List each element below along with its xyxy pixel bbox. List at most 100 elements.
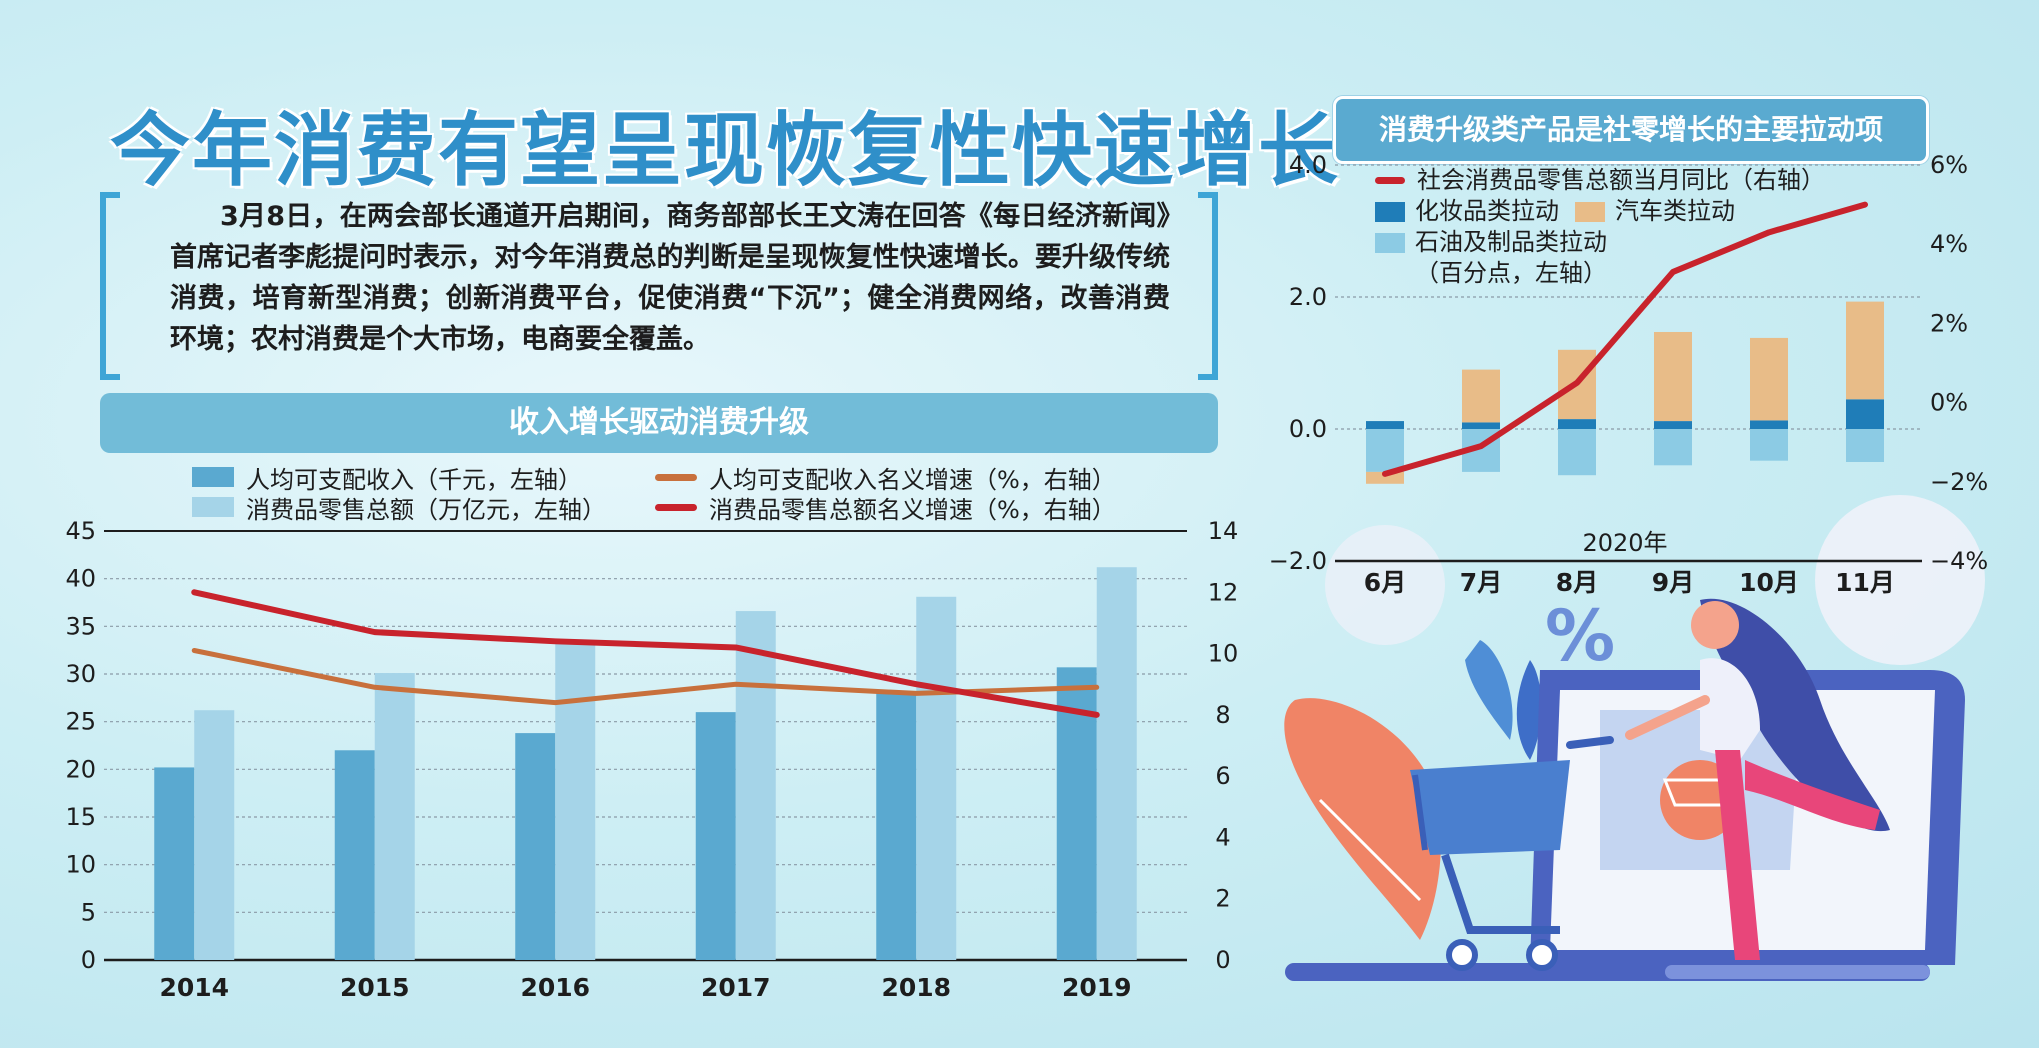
bar-retail <box>1096 567 1137 960</box>
leaf-left <box>1284 698 1441 940</box>
intro-paragraph: 3月8日，在两会部长通道开启期间，商务部部长王文涛在回答《每日经济新闻》首席记者… <box>170 201 1170 355</box>
left-axis-tick-label: 15 <box>65 803 96 831</box>
left-chart-title: 收入增长驱动消费升级 <box>100 393 1218 453</box>
right-axis-tick-label: 14 <box>1208 517 1239 545</box>
bar-oil <box>1558 429 1596 476</box>
left-legend-lines: 人均可支配收入名义增速（%，右轴） 消费品零售总额名义增速（%，右轴） <box>655 462 1116 524</box>
bar-auto <box>1750 337 1788 421</box>
right-axis-tick-label: 0% <box>1930 389 1968 417</box>
x-axis-tick-label: 6月 <box>1364 568 1406 597</box>
legend-label-oil: 石油及制品类拉动 <box>1415 228 1607 256</box>
bubble-right <box>1815 495 1985 665</box>
x-axis-tick-label: 8月 <box>1556 568 1598 597</box>
legend-item-retail: 消费品零售总额（万亿元，左轴） <box>192 492 606 524</box>
woman-head <box>1691 601 1739 649</box>
bar-oil <box>1366 429 1404 472</box>
right-chart-title: 消费升级类产品是社零增长的主要拉动项 <box>1333 96 1929 164</box>
legend-item-income: 人均可支配收入（千元，左轴） <box>192 462 606 494</box>
x-axis-tick-label: 7月 <box>1460 568 1502 597</box>
right-axis-tick-label: 2 <box>1215 885 1230 913</box>
left-axis-tick-label: 25 <box>65 708 96 736</box>
legend-swatch-yoy <box>1375 177 1405 184</box>
bar-oil <box>1654 429 1692 466</box>
right-legend: 社会消费品零售总额当月同比（右轴） 化妆品类拉动 汽车类拉动 石油及制品类拉动 … <box>1375 165 1825 289</box>
x-axis-tick-label: 2015 <box>340 973 410 1002</box>
left-axis-tick-label: 5 <box>81 898 96 926</box>
bubble-left <box>1325 525 1445 645</box>
bar-income <box>154 767 195 960</box>
page-title: 今年消费有望呈现恢复性快速增长 <box>110 104 1340 197</box>
right-axis-tick-label: 0 <box>1215 946 1230 974</box>
right-axis-tick-label: 8 <box>1215 701 1230 729</box>
legend-swatch-oil <box>1375 232 1405 253</box>
leaf-blue <box>1465 640 1513 740</box>
legend-label-auto: 汽车类拉动 <box>1615 197 1735 225</box>
x-axis-tick-label: 2017 <box>701 973 771 1002</box>
bar-retail <box>374 673 415 960</box>
legend-label-note: （百分点，左轴） <box>1415 259 1607 287</box>
x-axis-tick-label: 2018 <box>881 973 951 1002</box>
bar-cosmetics <box>1846 399 1884 429</box>
bar-cosmetics <box>1558 419 1596 429</box>
legend-label-retail: 消费品零售总额（万亿元，左轴） <box>246 495 606 524</box>
bar-income <box>334 750 375 960</box>
legend-label-retail-growth: 消费品零售总额名义增速（%，右轴） <box>709 495 1116 524</box>
legend-row-cosmetics-auto: 化妆品类拉动 汽车类拉动 <box>1375 196 1825 227</box>
legend-item-note: （百分点，左轴） <box>1375 258 1825 289</box>
intro-box: 3月8日，在两会部长通道开启期间，商务部部长王文涛在回答《每日经济新闻》首席记者… <box>100 192 1218 380</box>
legend-item-oil: 石油及制品类拉动 <box>1375 227 1825 258</box>
legend-swatch-income-growth <box>655 473 697 481</box>
bar-cosmetics <box>1366 421 1404 429</box>
woman-leg <box>1715 750 1760 960</box>
right-axis-tick-label: 6% <box>1930 151 1968 179</box>
left-axis-tick-label: 10 <box>65 851 96 879</box>
legend-label-income-growth: 人均可支配收入名义增速（%，右轴） <box>709 465 1116 494</box>
legend-swatch-income <box>192 467 234 487</box>
x-axis-tick-label: 2014 <box>159 973 229 1002</box>
legend-item-yoy: 社会消费品零售总额当月同比（右轴） <box>1375 165 1825 196</box>
bar-income <box>695 712 736 960</box>
right-axis-tick-label: 10 <box>1208 640 1239 668</box>
legend-item-retail-growth: 消费品零售总额名义增速（%，右轴） <box>655 492 1116 524</box>
bar-income <box>876 691 917 960</box>
left-axis-tick-label: 0.0 <box>1289 415 1327 443</box>
bar-auto <box>1462 369 1500 423</box>
x-axis-tick-label: 10月 <box>1739 568 1799 597</box>
left-axis-tick-label: 20 <box>65 755 96 783</box>
left-legend-bars: 人均可支配收入（千元，左轴） 消费品零售总额（万亿元，左轴） <box>192 462 606 524</box>
left-axis-tick-label: 0 <box>81 946 96 974</box>
bar-cosmetics <box>1462 422 1500 429</box>
left-axis-tick-label: 45 <box>65 517 96 545</box>
right-axis-tick-label: 6 <box>1215 762 1230 790</box>
legend-swatch-cosmetics <box>1375 201 1405 222</box>
right-axis-tick-label: 4% <box>1930 230 1968 258</box>
bar-cosmetics <box>1654 421 1692 429</box>
bar-oil <box>1846 429 1884 462</box>
left-axis-tick-label: 40 <box>65 565 96 593</box>
legend-swatch-retail <box>192 497 234 517</box>
line-income-growth <box>191 648 1100 706</box>
left-bracket <box>100 192 120 380</box>
percent-icon: % <box>1545 595 1615 677</box>
x-axis-tick-label: 2019 <box>1062 973 1132 1002</box>
left-axis-tick-label: 30 <box>65 660 96 688</box>
bar-retail <box>194 710 235 960</box>
left-axis-tick-label: 2.0 <box>1289 283 1327 311</box>
x-axis-label: 2020年 <box>1582 529 1667 557</box>
left-axis-tick-label: −2.0 <box>1269 547 1327 575</box>
x-axis-tick-label: 2016 <box>520 973 590 1002</box>
legend-swatch-auto <box>1575 201 1605 222</box>
x-axis-tick-label: 11月 <box>1835 568 1895 597</box>
legend-item-income-growth: 人均可支配收入名义增速（%，右轴） <box>655 462 1116 494</box>
bar-oil <box>1750 429 1788 461</box>
right-axis-tick-label: 12 <box>1208 578 1239 606</box>
bar-auto <box>1846 301 1884 400</box>
woman-hair <box>1700 598 1890 832</box>
bar-retail <box>735 611 776 960</box>
woman-shirt <box>1700 658 1760 760</box>
left-axis-tick-label: 4.0 <box>1289 151 1327 179</box>
legend-swatch-retail-growth <box>655 503 697 511</box>
